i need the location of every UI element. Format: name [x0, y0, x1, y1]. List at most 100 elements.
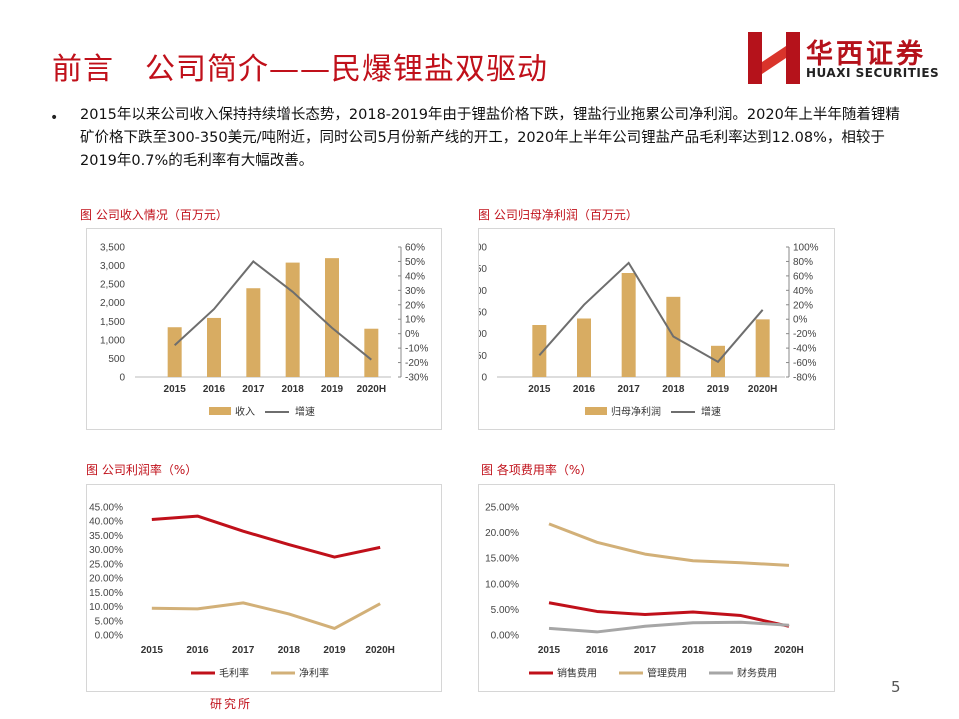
x-tick-label: 2016 [586, 645, 609, 656]
y-right-tick-label: -60% [793, 358, 816, 369]
y-right-tick-label: 100% [793, 243, 819, 254]
y-left-tick-label: 45.00% [89, 503, 123, 514]
x-tick-label: 2016 [573, 384, 596, 395]
x-tick-label: 2019 [321, 384, 344, 395]
legend-label-毛利率: 毛利率 [219, 667, 249, 680]
x-tick-label: 2019 [730, 645, 753, 656]
y-left-tick-label: 15.00% [485, 554, 519, 565]
series-line-财务费用 [548, 620, 790, 634]
chart-margin: 0.00% 5.00% 10.00% 15.00% 20.00% 25.00% 30.00%… [86, 484, 442, 692]
y-right-tick-label: -80% [793, 373, 816, 384]
bar-2016 [577, 318, 591, 377]
x-tick-label: 2017 [634, 645, 657, 656]
series-line-毛利率 [151, 514, 381, 559]
chart-net-profit: 0 50 100 150 200 250 300 -80% -60% -40% -20% 0% 20% 4… [478, 228, 835, 430]
x-tick-label: 2020H [357, 384, 386, 395]
y-left-tick-label: 2,000 [100, 298, 125, 309]
y-left-tick-label: 10.00% [485, 579, 519, 590]
y-left-tick-label: 35.00% [89, 531, 123, 542]
y-right-tick-label: 80% [793, 257, 813, 268]
page-number: 5 [891, 678, 901, 696]
footer-text: 研究所 [210, 697, 253, 711]
y-left-tick-label: 5.00% [95, 616, 123, 627]
x-tick-label: 2018 [662, 384, 685, 395]
x-tick-label: 2020H [748, 384, 777, 395]
y-left-tick-label: 0.00% [95, 631, 123, 642]
chart-expense-caption: 图 各项费用率（%） [481, 463, 593, 477]
series-line-管理费用 [548, 522, 790, 567]
x-tick-label: 2016 [203, 384, 226, 395]
growth-line [173, 260, 372, 361]
legend-label-管理费用: 管理费用 [647, 667, 687, 680]
x-tick-label: 2018 [282, 384, 305, 395]
y-left-tick-label: 5.00% [491, 605, 519, 616]
y-left-tick-label: 20.00% [485, 528, 519, 539]
x-tick-label: 2015 [164, 384, 187, 395]
y-left-tick-label: 0.00% [491, 631, 519, 642]
logo-chinese-name: 华西证券 [806, 39, 926, 70]
bar-2016 [207, 317, 221, 377]
y-left-tick-label: 250 [479, 264, 487, 275]
y-left-tick-label: 0 [481, 373, 487, 384]
y-left-tick-label: 200 [479, 286, 487, 297]
y-left-tick-label: 2,500 [100, 280, 125, 291]
y-right-tick-label: -20% [793, 329, 816, 340]
y-left-tick-label: 300 [479, 243, 487, 254]
bar-2019 [325, 258, 339, 377]
chart-net-profit-svg: 0 50 100 150 200 250 300 -80% -60% -40% -20% 0% 20% 4… [479, 243, 819, 419]
y-right-tick-label: 20% [405, 300, 425, 311]
x-tick-label: 2018 [278, 645, 301, 656]
y-left-tick-label: 0 [119, 373, 125, 384]
bar-2015 [532, 325, 547, 377]
legend-label-财务费用: 财务费用 [737, 667, 777, 680]
y-right-tick-label: 10% [405, 315, 425, 326]
x-tick-label: 2015 [141, 645, 164, 656]
y-left-tick-label: 15.00% [89, 588, 123, 599]
legend-label-净利率: 净利率 [299, 667, 329, 680]
company-logo: 华西证券 HUAXI SECURITIES [748, 32, 944, 84]
legend-line-label: 增速 [701, 405, 721, 418]
x-tick-label: 2017 [232, 645, 255, 656]
y-left-tick-label: 150 [479, 308, 487, 319]
chart-expense-svg: 0.00% 5.00% 10.00% 15.00% 20.00% 25.00% 销售费用 管理… [485, 503, 804, 680]
x-tick-label: 2020H [365, 645, 394, 656]
bar-2017 [621, 273, 636, 377]
bar-2020H [755, 319, 770, 377]
y-right-tick-label: -20% [405, 358, 428, 369]
legend-line-label: 增速 [295, 405, 315, 418]
x-tick-label: 2018 [682, 645, 705, 656]
legend-bar-label: 归母净利润 [611, 405, 661, 418]
y-left-tick-label: 50 [479, 351, 487, 362]
legend-label-销售费用: 销售费用 [557, 667, 597, 680]
x-tick-label: 2015 [538, 645, 561, 656]
y-right-tick-label: -30% [405, 373, 428, 384]
legend-bar-swatch [209, 407, 231, 415]
x-tick-label: 2019 [707, 384, 730, 395]
y-left-tick-label: 10.00% [89, 602, 123, 613]
chart-margin-svg: 0.00% 5.00% 10.00% 15.00% 20.00% 25.00% 30.00%… [89, 503, 395, 680]
x-tick-label: 2016 [186, 645, 209, 656]
y-right-tick-label: 40% [405, 271, 425, 282]
chart-net-profit-caption: 图 公司归母净利润（百万元） [478, 208, 638, 222]
y-right-tick-label: 60% [793, 271, 813, 282]
chart-revenue: 0 500 1,000 1,500 2,000 2,500 3,000 3,500 -30% -2… [86, 228, 442, 430]
huaxi-logo-icon [748, 32, 800, 84]
y-right-tick-label: 20% [793, 300, 813, 311]
y-right-tick-label: 40% [793, 286, 813, 297]
y-left-tick-label: 1,000 [100, 335, 125, 346]
y-left-tick-label: 25.00% [89, 559, 123, 570]
y-left-tick-label: 3,000 [100, 261, 125, 272]
x-tick-label: 2020H [774, 645, 803, 656]
page-title: 前言 公司简介——民爆锂盐双驱动 [52, 52, 548, 87]
bar-2015 [167, 327, 182, 377]
y-right-tick-label: 30% [405, 286, 425, 297]
y-right-tick-label: 60% [405, 243, 425, 254]
chart-expense: 0.00% 5.00% 10.00% 15.00% 20.00% 25.00% 销售费用 管理… [478, 484, 835, 692]
chart-revenue-caption: 图 公司收入情况（百万元） [80, 208, 228, 222]
y-right-tick-label: 0% [793, 315, 808, 326]
series-line-净利率 [151, 601, 381, 630]
legend-bar-swatch [585, 407, 607, 415]
x-tick-label: 2015 [528, 384, 551, 395]
chart-revenue-svg: 0 500 1,000 1,500 2,000 2,500 3,000 3,500 -30% -2… [100, 243, 428, 419]
y-left-tick-label: 20.00% [89, 574, 123, 585]
